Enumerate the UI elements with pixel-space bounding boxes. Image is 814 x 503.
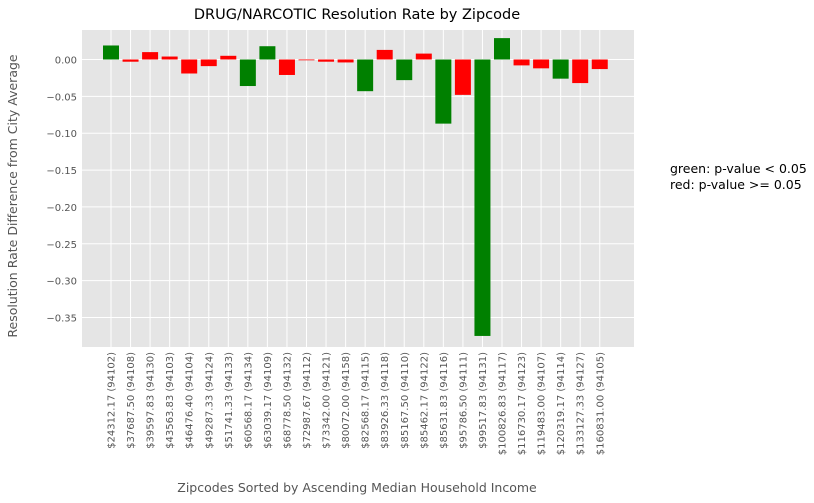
x-tick-label: $160831.00 (94105) [595, 352, 606, 455]
x-tick-label: $99517.83 (94131) [478, 352, 489, 449]
x-tick-label: $46476.40 (94104) [185, 352, 196, 449]
x-tick-label: $51741.33 (94133) [224, 352, 235, 449]
x-tick-label: $85631.83 (94116) [439, 352, 450, 449]
bar-9 [278, 59, 295, 75]
bar-1 [122, 59, 139, 62]
x-tick-label: $133127.33 (94127) [576, 352, 587, 455]
x-tick-label: $24312.17 (94102) [107, 352, 118, 449]
bar-15 [396, 59, 413, 81]
x-tick-label: $37687.50 (94108) [126, 352, 137, 449]
x-tick-label: $85462.17 (94122) [419, 352, 430, 449]
bar-6 [220, 55, 237, 60]
grid-lines [82, 30, 634, 347]
y-tick-label: −0.20 [46, 203, 77, 214]
bar-21 [513, 59, 530, 66]
bar-23 [552, 59, 569, 79]
y-tick-label: −0.30 [46, 277, 77, 288]
bar-0 [103, 45, 119, 60]
chart-title: DRUG/NARCOTIC Resolution Rate by Zipcode [194, 7, 520, 23]
x-tick-label: $72987.67 (94112) [302, 352, 313, 449]
bar-11 [318, 59, 335, 62]
bar-7 [239, 59, 256, 87]
x-tick-label: $120319.17 (94114) [556, 352, 567, 455]
bar-20 [494, 38, 510, 60]
bar-22 [533, 59, 550, 69]
bar-5 [200, 59, 217, 67]
x-tick-label: $80072.00 (94158) [341, 352, 352, 449]
x-tick-label: $68778.50 (94132) [282, 352, 293, 449]
x-tick-label: $83926.33 (94118) [380, 352, 391, 449]
x-axis-label: Zipcodes Sorted by Ascending Median Hous… [177, 480, 537, 495]
y-tick-labels: 0.00 −0.05 −0.10 −0.15 −0.20 −0.25 −0.30 −0.35 [46, 55, 77, 324]
bars [103, 38, 608, 336]
y-tick-label: 0.00 [55, 55, 77, 66]
bar-25 [591, 59, 608, 70]
x-tick-label: $60568.17 (94134) [243, 352, 254, 449]
bar-8 [259, 46, 276, 60]
x-tick-label: $43563.83 (94103) [165, 352, 176, 449]
x-tick-label: $73342.00 (94121) [322, 352, 333, 449]
significance-legend: green: p-value < 0.05 red: p-value >= 0.… [670, 161, 807, 193]
x-tick-label: $85167.50 (94110) [400, 352, 411, 449]
bar-13 [357, 59, 374, 92]
bar-12 [337, 59, 354, 63]
bar-24 [572, 59, 589, 84]
x-tick-label: $82568.17 (94115) [361, 352, 372, 449]
legend-red-text: red: p-value >= 0.05 [670, 177, 802, 192]
x-tick-labels: $24312.17 (94102) $37687.50 (94108) $39597… [107, 352, 607, 455]
y-tick-label: −0.10 [46, 129, 77, 140]
bar-14 [376, 49, 393, 60]
legend-green-text: green: p-value < 0.05 [670, 161, 807, 176]
y-tick-label: −0.35 [46, 314, 77, 325]
x-tick-label: $116730.17 (94123) [517, 352, 528, 455]
bar-17 [435, 59, 452, 124]
x-tick-label: $63039.17 (94109) [263, 352, 274, 449]
bar-3 [161, 56, 178, 60]
y-tick-label: −0.15 [46, 166, 77, 177]
bar-16 [415, 53, 432, 60]
x-tick-label: $119483.00 (94107) [537, 352, 548, 455]
bar-19 [474, 59, 491, 336]
x-tick-label: $39597.83 (94130) [146, 352, 157, 449]
y-tick-label: −0.05 [46, 92, 77, 103]
x-tick-label: $100826.83 (94117) [498, 352, 509, 455]
bar-18 [454, 59, 471, 95]
y-tick-label: −0.25 [46, 240, 77, 251]
bar-4 [181, 59, 198, 74]
x-tick-label: $49287.33 (94124) [204, 352, 215, 449]
y-axis-label: Resolution Rate Difference from City Ave… [5, 54, 20, 338]
bar-2 [142, 52, 159, 60]
x-tick-label: $95786.50 (94111) [458, 352, 469, 449]
bar-10 [298, 59, 315, 61]
